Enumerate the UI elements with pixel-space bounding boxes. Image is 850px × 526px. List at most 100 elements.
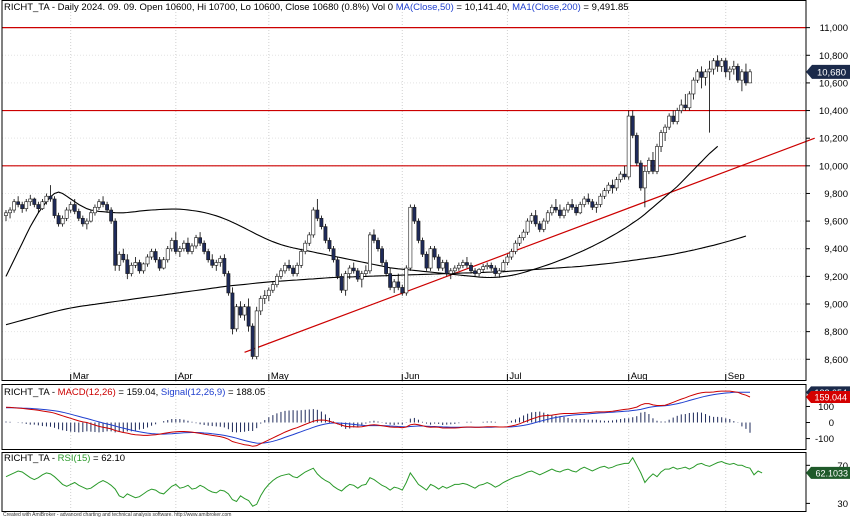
candle	[735, 63, 740, 83]
candle	[505, 254, 510, 266]
candle-body	[392, 281, 397, 288]
price-y-tick-label: 8,600	[824, 355, 848, 366]
candle-body	[444, 262, 449, 274]
candle-body	[711, 60, 716, 70]
candle	[283, 262, 287, 274]
price-y-tick-label: 9,000	[824, 300, 848, 311]
candle-body	[586, 198, 591, 203]
candle	[234, 304, 239, 332]
candle	[4, 210, 8, 222]
candle	[642, 165, 647, 208]
price-y-tick-label: 9,600	[824, 217, 848, 228]
candle-body	[537, 223, 542, 230]
candle	[618, 171, 623, 183]
x-tick-label: Jul	[509, 371, 521, 382]
price-y-tick-label: 11,000	[820, 23, 848, 34]
candle	[533, 210, 538, 227]
candle	[663, 124, 667, 141]
ma50-line	[5, 145, 719, 279]
candle-body	[372, 234, 376, 241]
candle	[173, 232, 178, 255]
candle-body	[606, 184, 611, 191]
candle	[12, 198, 16, 213]
candle-body	[125, 259, 130, 274]
candle-body	[420, 240, 425, 255]
candle	[659, 129, 663, 152]
candle-body	[634, 135, 639, 164]
candle	[303, 240, 308, 255]
candle	[416, 218, 421, 244]
candle-body	[198, 237, 202, 244]
candle-body	[24, 201, 29, 209]
candle	[226, 270, 231, 296]
candle-body	[659, 132, 663, 147]
candle	[740, 69, 744, 92]
candle-body	[113, 220, 118, 266]
candle	[731, 60, 736, 75]
candle	[60, 215, 65, 227]
candle	[400, 284, 405, 296]
candle-body	[440, 262, 445, 269]
candle-body	[363, 270, 368, 274]
candle	[586, 193, 591, 205]
candle-body	[703, 71, 708, 78]
candle-body	[165, 248, 170, 261]
candle-body	[594, 204, 599, 208]
candle	[117, 251, 122, 271]
candle-body	[582, 198, 587, 205]
candle-body	[517, 237, 522, 244]
candle-body	[465, 262, 469, 266]
candle-body	[667, 115, 672, 128]
candle-body	[735, 66, 740, 81]
candle	[711, 58, 716, 75]
candle	[307, 232, 312, 246]
candle	[529, 212, 534, 224]
candle-body	[723, 60, 728, 73]
candle-body	[105, 204, 109, 211]
candle-body	[270, 284, 275, 291]
candle-body	[477, 269, 481, 274]
candle	[121, 248, 126, 263]
candle-body	[331, 248, 336, 261]
candle-body	[343, 273, 348, 291]
axes: 8,600 8,800 9,000 9,200 9,400 9,600 9,800 10,00…	[1, 0, 850, 512]
macd-y-tick-label: -100	[815, 434, 834, 445]
candle	[359, 270, 364, 288]
x-tick-label: Jun	[404, 371, 419, 382]
candle	[590, 198, 595, 211]
candle	[32, 197, 37, 208]
candle-body	[578, 204, 583, 214]
candle	[634, 132, 639, 166]
candle-body	[20, 204, 25, 209]
candle-body	[246, 306, 251, 327]
candle-body	[40, 201, 45, 209]
candle	[638, 160, 643, 191]
candle-body	[202, 242, 207, 252]
candle	[129, 262, 134, 277]
macd-y-tick-label: 100	[818, 402, 834, 413]
candle-body	[388, 273, 393, 288]
candle	[157, 257, 162, 271]
candle-body	[182, 242, 186, 250]
candle-body	[558, 209, 562, 216]
candle-body	[614, 179, 619, 189]
candle	[671, 110, 676, 125]
candle	[125, 254, 130, 280]
macd-badge-label: 159.044	[814, 392, 847, 402]
candle	[194, 234, 198, 249]
candle-body	[683, 104, 688, 109]
price-y-tick-label: 9,800	[824, 189, 848, 200]
candle-body	[610, 184, 615, 189]
candle-body	[416, 220, 421, 241]
candle-body	[157, 259, 162, 269]
candle	[355, 268, 360, 282]
candle	[525, 218, 530, 235]
candle	[287, 259, 291, 271]
candle	[153, 248, 158, 263]
candle	[133, 257, 138, 269]
candle-body	[80, 218, 85, 225]
candle	[218, 255, 223, 267]
candle	[521, 229, 526, 241]
candle-body	[740, 71, 744, 81]
candle	[574, 204, 579, 216]
